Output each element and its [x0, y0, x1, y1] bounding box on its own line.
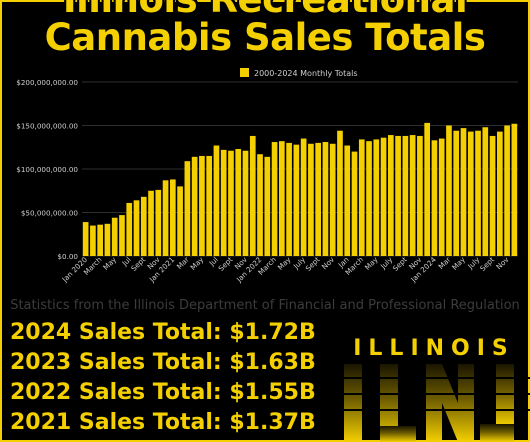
- bar-oct-2022: [322, 142, 329, 256]
- title-line-2: Cannabis Sales Totals: [44, 16, 486, 59]
- bar-jun-2021: [206, 155, 213, 256]
- bar-jun-2022: [293, 144, 300, 256]
- bar-dec-2024: [511, 123, 518, 256]
- bar-may-2024: [460, 128, 467, 256]
- source-note: Statistics from the Illinois Department …: [10, 298, 520, 313]
- bar-dec-2023: [424, 122, 431, 256]
- bar-apr-2021: [191, 156, 198, 256]
- bar-nov-2020: [155, 189, 162, 256]
- bar-jul-2021: [213, 145, 220, 256]
- sales-total-2024: 2024 Sales Total: $1.72B: [10, 320, 316, 345]
- bar-jun-2020: [119, 215, 125, 256]
- bar-nov-2023: [417, 135, 423, 256]
- bar-jan-2021: [169, 179, 176, 256]
- x-tick-label: May: [101, 255, 118, 272]
- bar-mar-2022: [271, 142, 278, 256]
- bar-nov-2022: [329, 143, 336, 256]
- bar-dec-2022: [337, 130, 343, 256]
- bar-apr-2024: [453, 130, 460, 256]
- bar-jun-2023: [380, 137, 387, 256]
- bar-mar-2021: [184, 161, 191, 256]
- bar-oct-2020: [148, 190, 154, 256]
- title-line-1: Illinois Recreational: [0, 0, 530, 22]
- bar-jul-2023: [387, 135, 394, 256]
- illinois-nj-logo: ILLINOIS: [340, 336, 530, 442]
- bar-jul-2024: [475, 130, 481, 256]
- bar-sept-2021: [228, 150, 234, 256]
- bar-apr-2023: [366, 141, 372, 256]
- chart-gridlines: [82, 81, 518, 257]
- bar-feb-2022: [264, 156, 271, 256]
- monthly-sales-bar-chart: $0.00 $50,000,000.00 $100,000,000.00 $150,0…: [16, 68, 518, 285]
- bar-aug-2023: [395, 135, 401, 256]
- x-tick-label: Sept: [129, 255, 147, 273]
- bar-mar-2020: [97, 224, 104, 256]
- y-tick-label: $200,000,000.00: [16, 78, 78, 87]
- bar-feb-2020: [90, 225, 96, 256]
- logo-state-text: ILLINOIS: [353, 336, 515, 361]
- bar-oct-2024: [496, 131, 503, 256]
- y-tick-label: $0.00: [57, 252, 78, 261]
- bar-nov-2021: [242, 150, 249, 256]
- bar-jul-2020: [126, 202, 133, 256]
- y-tick-label: $150,000,000.00: [16, 122, 78, 131]
- bar-sept-2022: [315, 142, 322, 256]
- bar-jan-2020: [82, 222, 89, 256]
- x-tick-label: Sept: [304, 255, 322, 273]
- bar-may-2020: [111, 217, 118, 256]
- bar-aug-2020: [133, 200, 140, 256]
- bar-feb-2024: [438, 138, 445, 256]
- bar-jan-2024: [431, 140, 438, 256]
- x-tick-label: May: [188, 255, 205, 272]
- bar-apr-2022: [278, 141, 285, 256]
- x-tick-label: Mar: [175, 255, 191, 271]
- logo-letters-graphic: [340, 364, 530, 442]
- bar-may-2023: [373, 139, 380, 256]
- bar-oct-2021: [235, 148, 242, 256]
- bar-mar-2024: [446, 125, 452, 256]
- bar-feb-2021: [177, 186, 183, 256]
- bar-may-2022: [286, 142, 292, 256]
- bar-nov-2024: [504, 125, 510, 256]
- legend-swatch: [240, 68, 249, 77]
- x-tick-label: Nov: [494, 255, 511, 272]
- sales-total-2022: 2022 Sales Total: $1.55B: [10, 380, 316, 405]
- bar-dec-2020: [162, 180, 169, 256]
- bar-mar-2023: [358, 139, 365, 256]
- x-tick-label: Sept: [216, 255, 234, 273]
- y-tick-label: $100,000,000.00: [16, 165, 78, 174]
- x-tick-label: Sept: [478, 255, 496, 273]
- bar-aug-2024: [482, 127, 489, 257]
- bar-jul-2022: [300, 138, 307, 256]
- sales-total-2023: 2023 Sales Total: $1.63B: [10, 350, 316, 375]
- bar-aug-2021: [220, 149, 227, 256]
- bar-sept-2020: [140, 196, 147, 256]
- bar-feb-2023: [351, 151, 358, 256]
- x-tick-label: May: [276, 255, 293, 272]
- bar-jan-2023: [344, 145, 351, 256]
- bar-apr-2020: [104, 223, 111, 256]
- sales-total-2021: 2021 Sales Total: $1.37B: [10, 410, 316, 435]
- bar-jun-2024: [467, 131, 474, 256]
- chart-y-tick-labels: $0.00 $50,000,000.00 $100,000,000.00 $150,0…: [16, 78, 78, 261]
- bar-may-2021: [199, 155, 205, 256]
- bar-dec-2021: [249, 135, 256, 256]
- x-tick-label: May: [363, 255, 380, 272]
- chart-legend: 2000-2024 Monthly Totals: [240, 68, 358, 78]
- bar-aug-2022: [308, 143, 314, 256]
- x-tick-label: May: [450, 255, 467, 272]
- x-tick-label: Sept: [391, 255, 409, 273]
- chart-bars: [82, 122, 518, 257]
- bar-jan-2022: [257, 154, 263, 256]
- bar-sept-2024: [489, 135, 496, 256]
- x-tick-label: Mar: [436, 255, 452, 271]
- x-tick-label: Nov: [320, 255, 337, 272]
- bar-sept-2023: [402, 135, 409, 256]
- sales-totals-list: 2024 Sales Total: $1.72B 2023 Sales Tota…: [10, 318, 316, 438]
- y-tick-label: $50,000,000.00: [21, 209, 79, 218]
- bar-oct-2023: [409, 135, 416, 256]
- legend-label: 2000-2024 Monthly Totals: [254, 69, 358, 78]
